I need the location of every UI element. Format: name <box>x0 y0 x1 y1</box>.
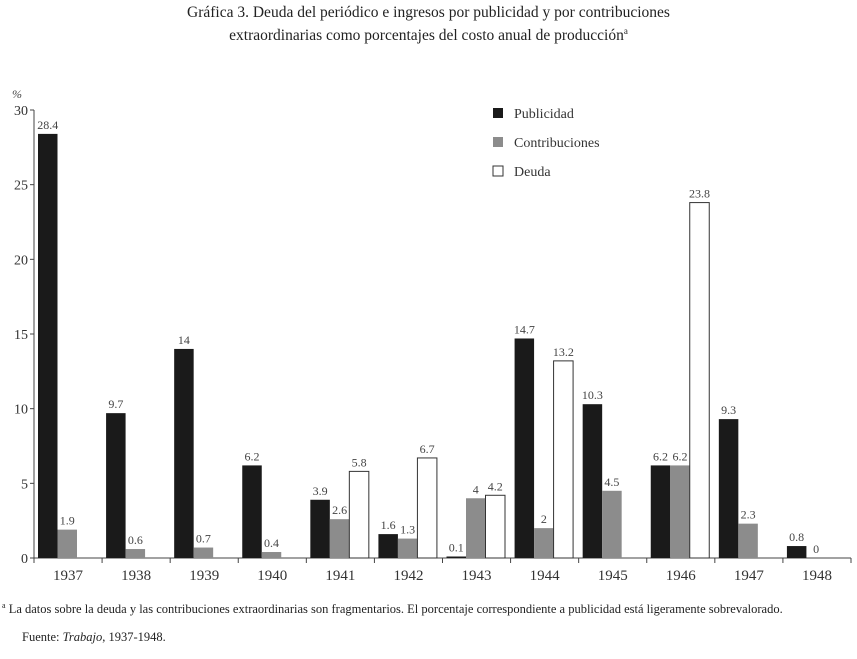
data-label: 9.3 <box>721 403 736 417</box>
bar-contribuciones <box>466 498 486 558</box>
bar-deuda <box>348 470 370 559</box>
x-tick-label: 1944 <box>530 568 561 584</box>
x-tick-label: 1948 <box>802 568 832 584</box>
y-tick-label: 15 <box>14 328 28 343</box>
y-tick-label: 30 <box>14 104 28 119</box>
data-label: 6.2 <box>673 449 688 463</box>
x-tick-label: 1942 <box>393 568 423 584</box>
data-label: 2.6 <box>332 503 347 517</box>
bar-contribuciones <box>534 528 554 558</box>
data-label: 2.3 <box>741 508 756 522</box>
legend-swatch-deuda <box>492 165 504 177</box>
bar-deuda <box>689 202 710 559</box>
x-tick-label: 1941 <box>325 568 355 584</box>
bar-publicidad <box>310 499 330 558</box>
bar-publicidad <box>446 556 466 558</box>
y-axis-label: % <box>12 87 22 101</box>
bar-contribuciones <box>670 465 690 558</box>
x-tick-label: 1937 <box>53 568 84 584</box>
bar-publicidad <box>718 419 739 558</box>
data-label: 4.2 <box>488 479 503 493</box>
x-tick-label: 1938 <box>121 568 151 584</box>
y-tick-label: 25 <box>14 179 28 194</box>
data-label: 0.1 <box>449 541 464 555</box>
source-years: , 1937-1948. <box>102 630 166 644</box>
x-tick-label: 1947 <box>734 568 765 584</box>
legend-swatch-contribuciones <box>493 137 503 147</box>
data-label: 6.7 <box>420 442 435 456</box>
data-label: 4.5 <box>604 475 619 489</box>
title-line-1: Gráfica 3. Deuda del periódico e ingreso… <box>187 4 670 21</box>
data-label: 3.9 <box>313 484 328 498</box>
legend-swatch-publicidad <box>493 108 503 118</box>
bar-publicidad <box>106 413 126 558</box>
title-line-2: extraordinarias como porcentajes del cos… <box>0 22 857 45</box>
bar-publicidad <box>582 404 603 558</box>
bar-publicidad <box>174 348 194 558</box>
x-tick-label: 1943 <box>462 568 492 584</box>
data-label: 0 <box>813 542 819 556</box>
data-label: 9.7 <box>108 397 123 411</box>
bar-publicidad <box>38 133 58 559</box>
data-label: 6.2 <box>245 449 260 463</box>
x-tick-label: 1945 <box>598 568 628 584</box>
legend-label: Contribuciones <box>514 136 600 151</box>
footnote-mark: a <box>2 601 6 610</box>
source-title: Trabajo <box>62 630 103 644</box>
source-label: Fuente: <box>22 630 63 644</box>
footnote-text: La datos sobre la deuda y las contribuci… <box>8 602 783 617</box>
data-label: 6.2 <box>653 449 668 463</box>
y-tick-label: 20 <box>14 253 28 268</box>
bar-publicidad <box>242 465 262 558</box>
data-label: 10.3 <box>582 388 603 402</box>
y-tick-label: 10 <box>14 403 28 418</box>
chart-title: Gráfica 3. Deuda del periódico e ingreso… <box>0 4 857 45</box>
bar-contribuciones <box>57 529 77 558</box>
title-line-2-text: extraordinarias como porcentajes del cos… <box>229 27 624 45</box>
data-label: 1.6 <box>381 518 396 532</box>
source-note: Fuente: Trabajo, 1937-1948. <box>22 630 166 645</box>
bar-contribuciones <box>738 523 758 558</box>
bar-publicidad <box>650 465 671 558</box>
bar-deuda <box>416 457 438 559</box>
data-label: 0.7 <box>196 532 211 546</box>
legend-label: Deuda <box>514 165 551 180</box>
title-footnote-mark: a <box>623 26 628 36</box>
bar-contribuciones <box>261 552 282 558</box>
data-label: 14 <box>178 333 190 347</box>
data-label: 13.2 <box>553 345 574 359</box>
data-label: 5.8 <box>352 455 367 469</box>
bar-contribuciones <box>397 538 418 558</box>
x-tick-label: 1939 <box>189 568 219 584</box>
bar-contribuciones <box>193 547 214 558</box>
bar-publicidad <box>378 534 398 558</box>
bar-contribuciones <box>806 558 826 559</box>
data-label: 0.6 <box>128 533 143 547</box>
data-label: 28.4 <box>37 118 58 132</box>
bar-publicidad <box>786 546 807 558</box>
footnote: a La datos sobre la deuda y las contribu… <box>2 598 852 617</box>
data-label: 1.3 <box>400 523 415 537</box>
data-label: 0.4 <box>264 536 279 550</box>
bar-contribuciones <box>329 519 350 558</box>
bar-contribuciones <box>602 490 622 558</box>
data-label: 1.9 <box>60 514 75 528</box>
bar-publicidad <box>514 338 535 558</box>
bar-deuda <box>485 494 506 559</box>
y-tick-label: 0 <box>21 552 28 567</box>
data-label: 14.7 <box>514 322 535 336</box>
x-tick-label: 1940 <box>257 568 287 584</box>
legend-label: Publicidad <box>514 107 574 122</box>
data-label: 0.8 <box>789 530 804 544</box>
data-label: 2 <box>541 512 547 526</box>
bar-deuda <box>553 360 574 559</box>
y-tick-label: 5 <box>21 477 28 492</box>
data-label: 4 <box>473 482 479 496</box>
x-tick-label: 1946 <box>666 568 697 584</box>
data-label: 23.8 <box>689 187 710 201</box>
bar-contribuciones <box>125 549 146 558</box>
